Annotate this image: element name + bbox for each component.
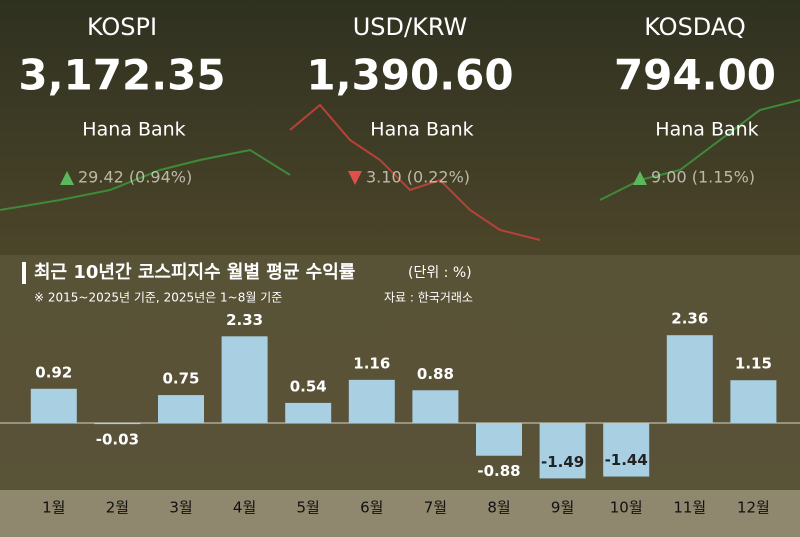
unit: (단위 : %) [408, 265, 472, 281]
decor-line [599, 99, 800, 201]
x-tick-label: 10월 [610, 499, 643, 517]
bar [476, 423, 522, 456]
value-label: 2.36 [671, 310, 708, 328]
subtitle: ※ 2015~2025년 기준, 2025년은 1~8월 기준 [34, 291, 282, 305]
x-tick-label: 2월 [106, 499, 129, 517]
category-strip [0, 490, 800, 537]
bank-name: Hana Bank [370, 119, 473, 141]
bar [412, 390, 459, 423]
ticker-change: 3.10 (0.22%) [366, 168, 470, 187]
bar [603, 423, 650, 477]
bar [539, 423, 586, 479]
bar [94, 423, 141, 425]
value-label: -0.03 [96, 431, 139, 449]
change-arrow [60, 171, 74, 185]
bar [221, 336, 268, 423]
x-tick-label: 12월 [737, 499, 770, 517]
value-label: 1.16 [353, 354, 390, 372]
ticker-change: 9.00 (1.15%) [651, 168, 755, 187]
bank-name: Hana Bank [655, 119, 758, 141]
decor-line [289, 103, 541, 241]
value-label: 0.88 [417, 365, 454, 383]
x-tick-label: 8월 [487, 499, 510, 517]
chart-title: 최근 10년간 코스피지수 월별 평균 수익률 [34, 262, 355, 283]
x-tick-label: 6월 [360, 499, 383, 517]
value-label: -1.49 [541, 453, 584, 471]
x-tick-label: 1월 [42, 499, 65, 517]
value-label: 0.92 [35, 363, 72, 381]
x-tick-label: 4월 [233, 499, 256, 517]
ticker-value: 3,172.35 [18, 51, 225, 100]
value-label: 1.15 [735, 355, 772, 373]
ticker-change: 29.42 (0.94%) [78, 168, 192, 187]
bank-name: Hana Bank [82, 119, 185, 141]
decor-line [0, 148, 291, 211]
ticker-value: 1,390.60 [306, 51, 513, 100]
ticker-name: USD/KRW [353, 13, 468, 41]
bar [158, 395, 204, 423]
bar [30, 388, 77, 423]
title-bar [22, 262, 26, 284]
bar [348, 379, 395, 423]
bar [730, 380, 777, 423]
value-label: -1.44 [605, 451, 648, 469]
bar [666, 335, 713, 423]
value-label: -0.88 [477, 462, 520, 480]
x-tick-label: 7월 [424, 499, 447, 517]
ticker-name: KOSDAQ [644, 13, 746, 41]
change-arrow [348, 171, 362, 185]
change-arrow [633, 171, 647, 185]
value-label: 0.75 [162, 370, 199, 388]
x-tick-label: 5월 [297, 499, 320, 517]
source: 자료 : 한국거래소 [384, 291, 473, 305]
bar [285, 402, 332, 423]
ticker-name: KOSPI [87, 13, 157, 41]
value-label: 0.54 [290, 377, 327, 395]
x-tick-label: 3월 [169, 499, 192, 517]
x-tick-label: 11월 [673, 499, 706, 517]
ticker-value: 794.00 [614, 51, 776, 100]
value-label: 2.33 [226, 311, 263, 329]
x-tick-label: 9월 [551, 499, 574, 517]
